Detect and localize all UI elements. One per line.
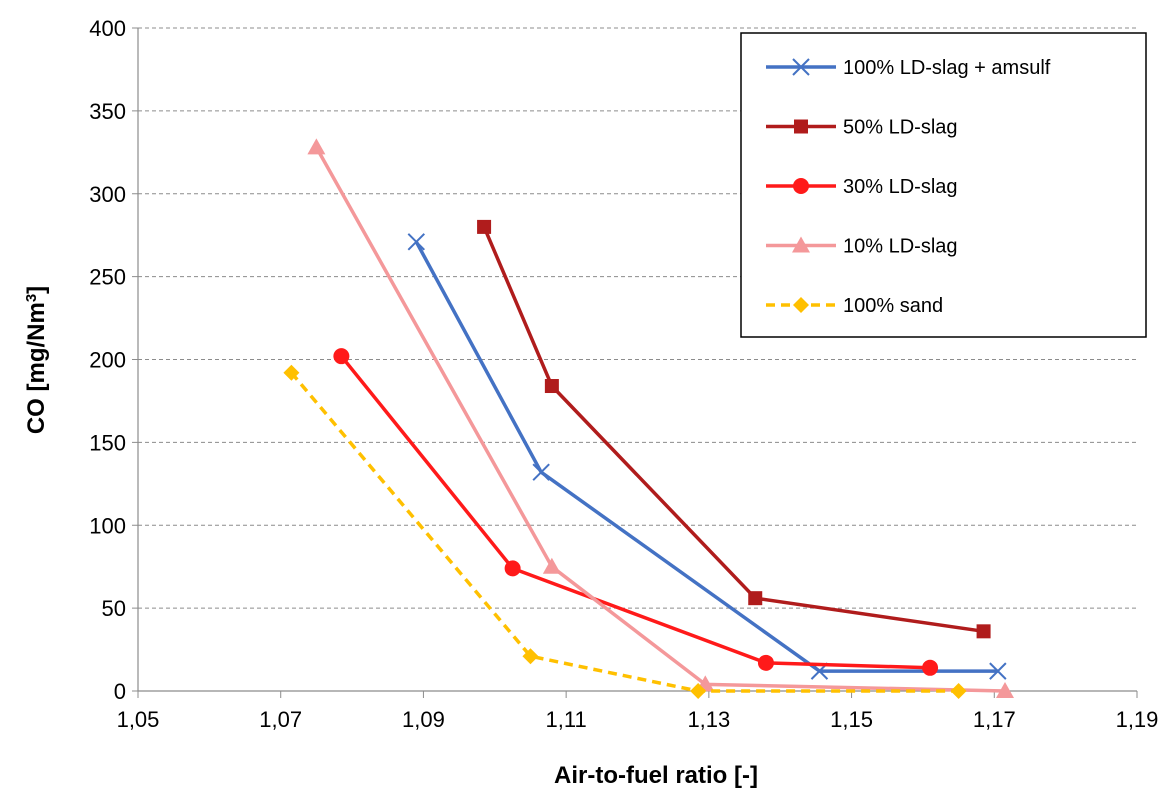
y-tick-label: 150 [89, 430, 126, 455]
legend-swatch-marker [792, 236, 810, 253]
y-tick-labels: 0 50 100 150 200 250 300 350 400 [89, 16, 126, 704]
x-tick-label: 1,17 [973, 707, 1016, 732]
data-point [333, 348, 350, 365]
x-tick-label: 1,15 [830, 707, 873, 732]
legend-item: 50% LD-slag [766, 117, 958, 139]
data-point [283, 364, 300, 381]
data-point [522, 648, 539, 665]
y-tick-label: 300 [89, 182, 126, 207]
legend-label: 100% sand [843, 295, 943, 317]
data-point [690, 683, 707, 699]
legend-swatch-marker [792, 58, 810, 76]
legend: 100% LD-slag + amsulf 50% LD-slag 30% LD-s… [740, 32, 1147, 338]
series-5 [283, 364, 967, 699]
data-point [542, 557, 561, 574]
series-3 [333, 348, 939, 676]
data-series [283, 138, 1014, 699]
data-point [976, 624, 991, 639]
y-tick-label: 350 [89, 99, 126, 124]
data-point [989, 662, 1007, 680]
legend-label: 30% LD-slag [843, 176, 958, 198]
data-point [407, 233, 425, 251]
legend-swatch-marker [793, 297, 809, 313]
data-point [995, 682, 1014, 698]
legend-item: 100% sand [766, 295, 943, 317]
y-tick-label: 200 [89, 348, 126, 373]
data-point [748, 591, 763, 606]
data-point [504, 560, 521, 577]
y-tick-label: 250 [89, 265, 126, 290]
legend-item: 30% LD-slag [766, 176, 958, 198]
legend-label: 50% LD-slag [843, 117, 958, 139]
data-point [757, 654, 774, 671]
legend-swatch-marker [794, 119, 808, 134]
data-point [307, 138, 326, 155]
series-line [314, 146, 1006, 693]
legend-swatch-marker [793, 178, 809, 194]
legend-item: 100% LD-slag + amsulf [766, 57, 1051, 79]
x-axis-title: Air-to-fuel ratio [-] [554, 762, 758, 789]
y-tick-label: 50 [102, 596, 126, 621]
x-tick-label: 1,09 [402, 707, 445, 732]
x-tick-label: 1,11 [546, 707, 587, 732]
y-axis-title-close: ] [23, 286, 50, 294]
x-tick-label: 1,19 [1116, 707, 1159, 732]
y-axis-title-main: CO [mg/Nm [23, 302, 50, 434]
series-2 [477, 219, 991, 639]
data-point [532, 463, 550, 481]
data-point [477, 219, 492, 234]
x-tick-labels: 1,05 1,07 1,09 1,11 1,13 1,15 1,17 1,19 [117, 707, 1159, 732]
legend-item: 10% LD-slag [766, 236, 958, 258]
x-tick-label: 1,05 [117, 707, 160, 732]
x-tick-label: 1,13 [687, 707, 730, 732]
series-line [414, 240, 998, 673]
series-line [290, 371, 959, 693]
y-tick-label: 400 [89, 16, 126, 41]
series-line [482, 226, 984, 634]
legend-label: 10% LD-slag [843, 236, 958, 258]
data-point [950, 683, 967, 699]
y-axis-title: CO [mg/Nm3] [23, 286, 51, 434]
series-line [340, 355, 931, 670]
gridlines [138, 27, 1137, 609]
data-point [922, 659, 939, 676]
y-tick-label: 100 [89, 513, 126, 538]
y-tick-label: 0 [114, 679, 126, 704]
x-tick-label: 1,07 [259, 707, 302, 732]
data-point [544, 379, 559, 394]
y-axis-title-sup: 3 [23, 294, 40, 302]
series-1 [407, 233, 1007, 680]
legend-label: 100% LD-slag + amsulf [843, 57, 1051, 79]
